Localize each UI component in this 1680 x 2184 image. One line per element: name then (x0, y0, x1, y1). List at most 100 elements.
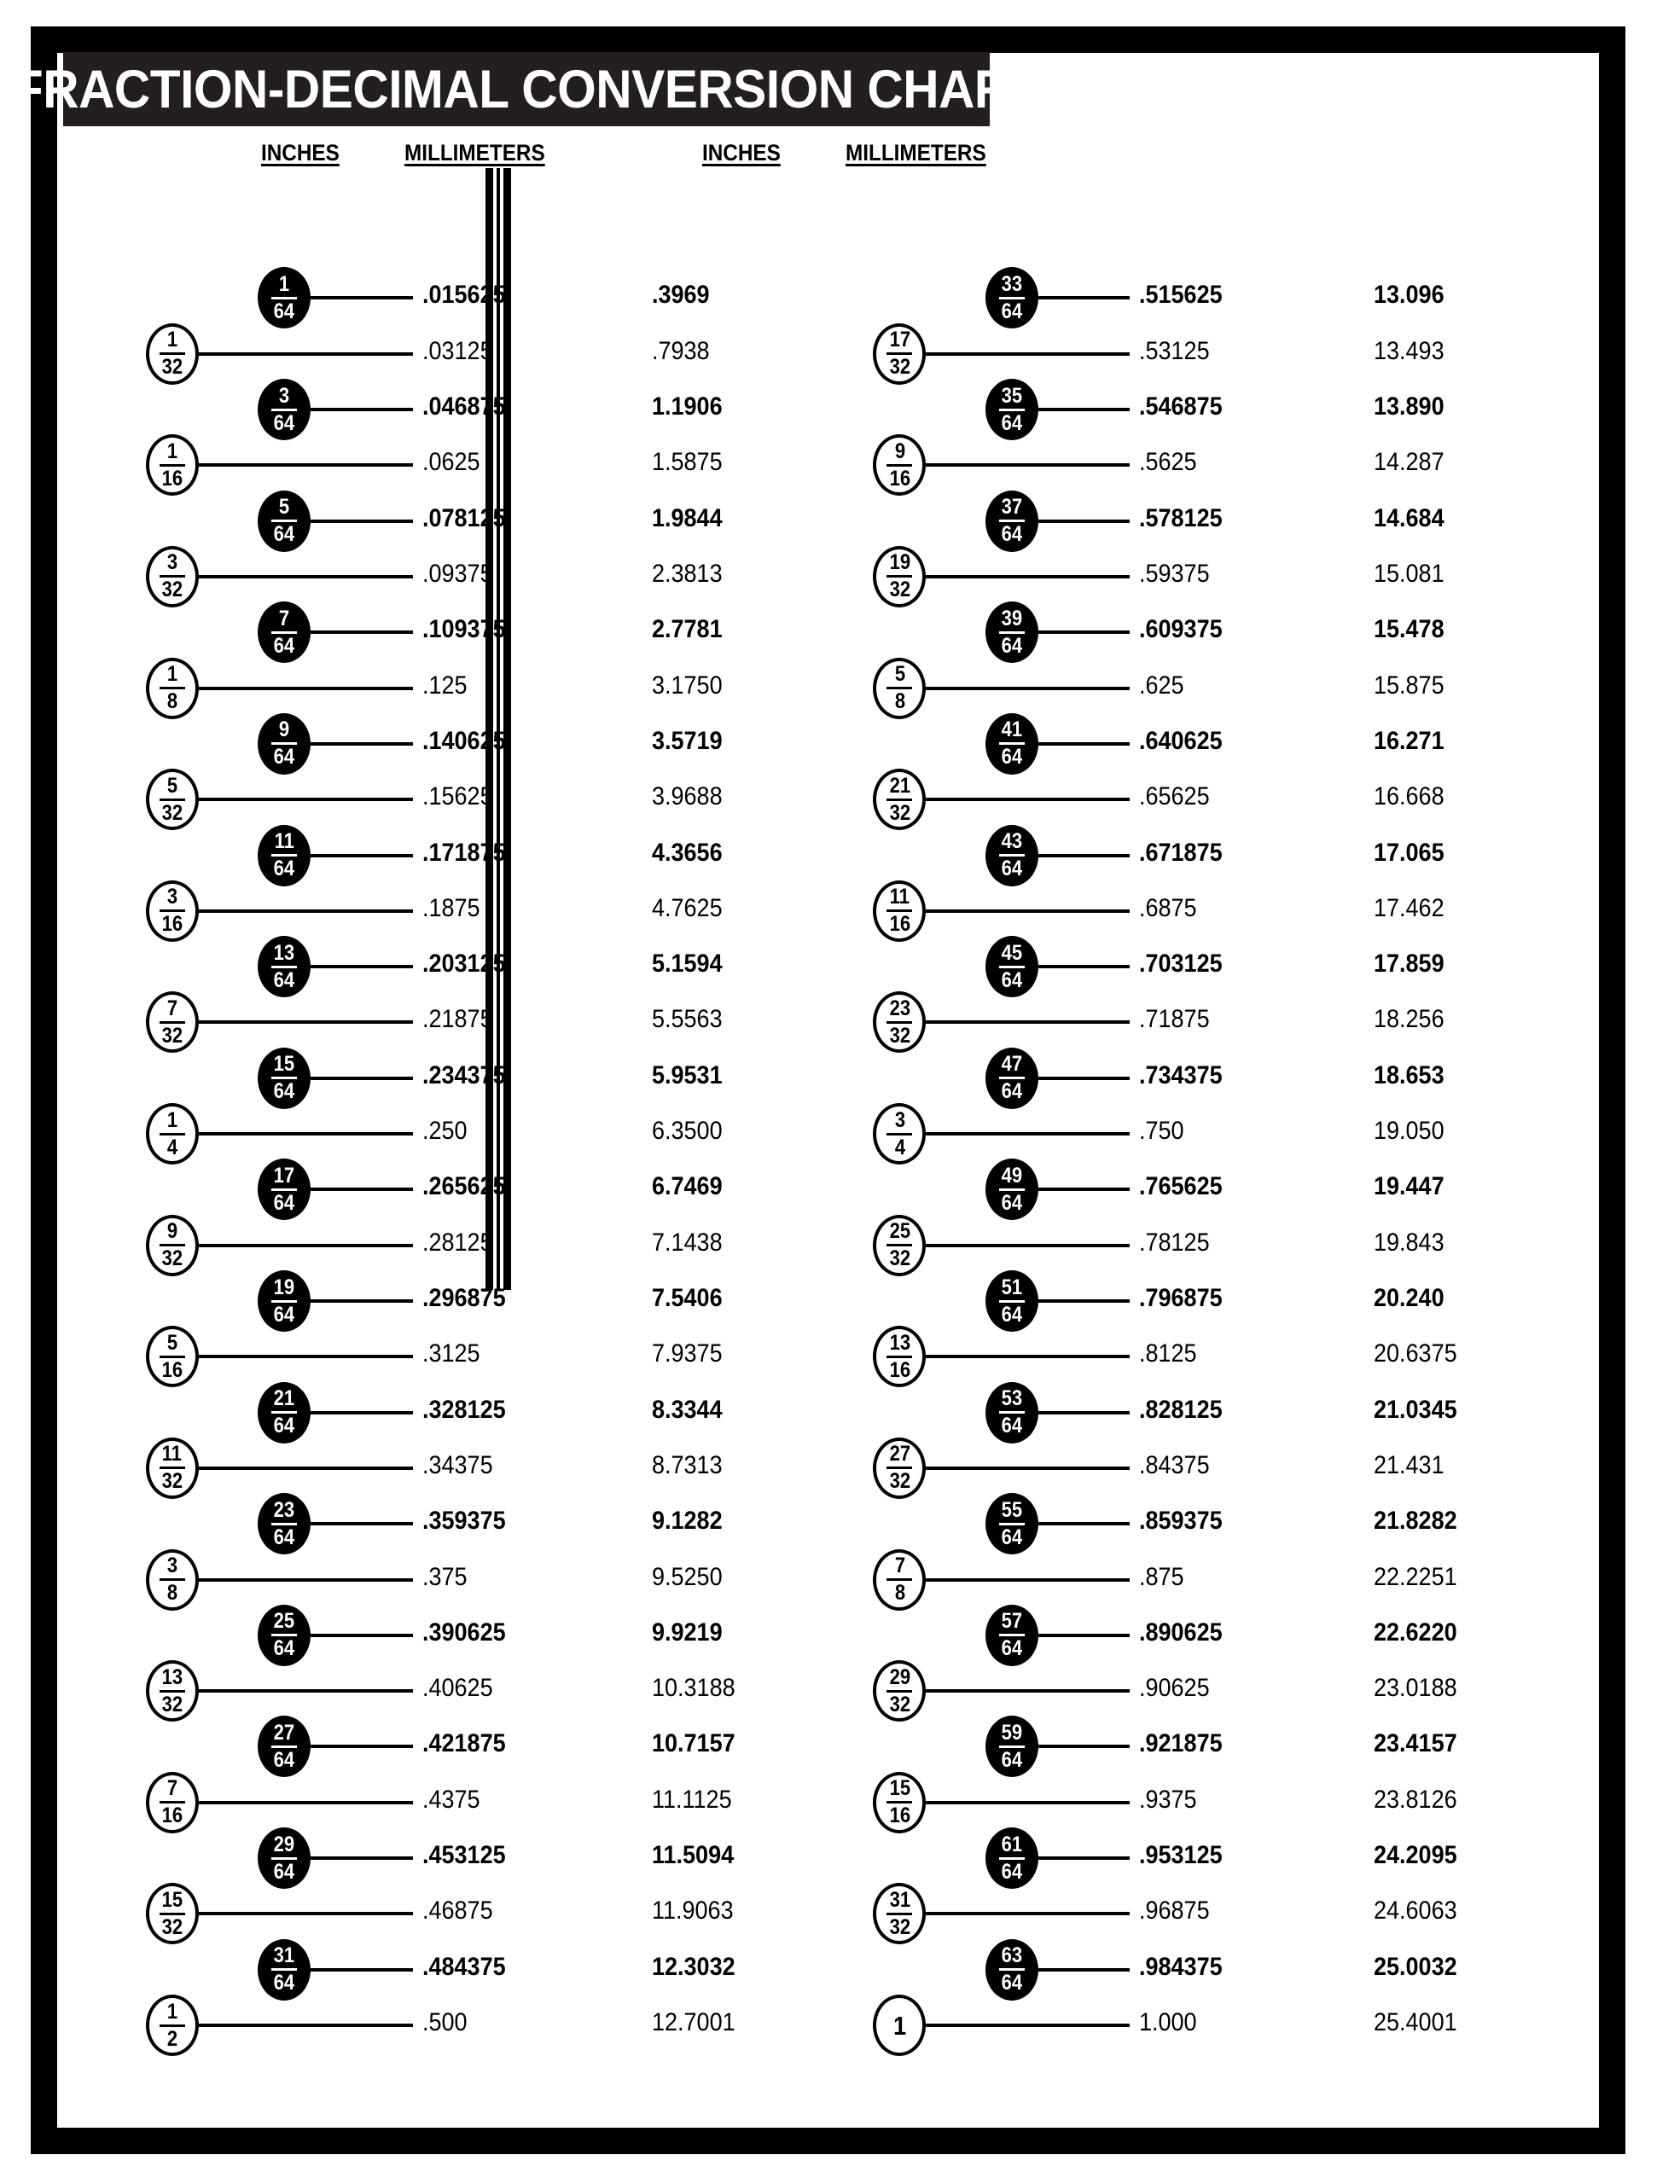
fraction-bubble-3-32[interactable]: 3 32 (145, 545, 199, 607)
fraction-bar (887, 798, 913, 801)
fraction-bubble-23-32[interactable]: 23 32 (873, 991, 927, 1054)
leader-line (926, 909, 1131, 913)
inches-value: .984375 (1139, 1952, 1224, 1981)
table-row: 33 64.515625 13.096 (0, 267, 1680, 329)
fraction-bubble-47-64[interactable]: 47 64 (985, 1047, 1039, 1109)
fraction-bubble-63-64[interactable]: 63 64 (985, 1938, 1039, 2001)
fraction-denominator: 64 (1001, 633, 1023, 658)
fraction-bubble-15-64[interactable]: 15 64 (258, 1047, 311, 1109)
fraction-bubble-1-32[interactable]: 1 32 (145, 322, 199, 385)
fraction-bubble-1[interactable]: 1 (873, 1995, 927, 2056)
fraction-bubble-43-64[interactable]: 43 64 (985, 824, 1039, 886)
fraction-bubble-37-64[interactable]: 37 64 (985, 490, 1039, 552)
fraction-denominator: 64 (1001, 745, 1023, 770)
fraction-bubble-5-32[interactable]: 5 32 (145, 769, 199, 831)
fraction-bubble-17-32[interactable]: 17 32 (873, 322, 927, 385)
millimeters-value: 3.9688 (651, 782, 723, 811)
fraction-bubble-3-64[interactable]: 3 64 (258, 379, 311, 441)
fraction-bar (887, 1020, 913, 1024)
millimeters-value: 19.447 (1373, 1172, 1445, 1201)
fraction-bar (999, 965, 1026, 968)
inches-value: .109375 (422, 615, 507, 644)
fraction-bubble-41-64[interactable]: 41 64 (985, 712, 1039, 775)
millimeters-value: 6.3500 (651, 1117, 723, 1146)
millimeters-value: 13.096 (1373, 281, 1445, 310)
inches-value: .453125 (422, 1841, 507, 1870)
fraction-bubble-55-64[interactable]: 55 64 (985, 1493, 1039, 1555)
fraction-bubble-7-32[interactable]: 7 32 (145, 991, 199, 1054)
fraction-numerator: 25 (889, 1219, 910, 1244)
inches-value: .640625 (1139, 726, 1224, 755)
fraction-bubble-17-64[interactable]: 17 64 (258, 1159, 311, 1221)
fraction-bubble-51-64[interactable]: 51 64 (985, 1270, 1039, 1332)
inches-value: .015625 (422, 281, 507, 310)
fraction-bubble-35-64[interactable]: 35 64 (985, 379, 1039, 441)
inches-value: .500 (422, 2007, 468, 2036)
fraction-bar (159, 575, 185, 578)
fraction-bubble-11-64[interactable]: 11 64 (258, 824, 311, 886)
fraction-bubble-3-16[interactable]: 3 16 (145, 880, 199, 942)
fraction-bubble-21-64[interactable]: 21 64 (258, 1381, 311, 1443)
fraction-bubble-59-64[interactable]: 59 64 (985, 1716, 1039, 1778)
fraction-bubble-29-32[interactable]: 29 32 (873, 1660, 927, 1722)
fraction-bubble-33-64[interactable]: 33 64 (985, 267, 1039, 329)
leader-line (1038, 630, 1131, 635)
fraction-bubble-7-16[interactable]: 7 16 (145, 1771, 199, 1833)
leader-line (1038, 1076, 1131, 1080)
fraction-bubble-31-64[interactable]: 31 64 (258, 1938, 311, 2001)
fraction-bubble-9-16[interactable]: 9 16 (873, 434, 927, 497)
fraction-bar (887, 1912, 913, 1915)
leader-line (1038, 408, 1131, 412)
fraction-bubble-11-16[interactable]: 11 16 (873, 880, 927, 942)
fraction-numerator: 13 (161, 1664, 183, 1689)
millimeters-value: 6.7469 (651, 1172, 723, 1201)
millimeters-value: 18.256 (1373, 1005, 1445, 1034)
fraction-bubble-27-32[interactable]: 27 32 (873, 1437, 927, 1499)
fraction-bubble-25-64[interactable]: 25 64 (258, 1604, 311, 1666)
fraction-bubble-27-64[interactable]: 27 64 (258, 1716, 311, 1778)
fraction-bubble-45-64[interactable]: 45 64 (985, 936, 1039, 998)
fraction-bubble-21-32[interactable]: 21 32 (873, 769, 927, 831)
fraction-bubble-11-32[interactable]: 11 32 (145, 1437, 199, 1499)
fraction-bubble-7-64[interactable]: 7 64 (258, 601, 311, 664)
fraction-bubble-5-16[interactable]: 5 16 (145, 1326, 199, 1388)
fraction-bubble-57-64[interactable]: 57 64 (985, 1604, 1039, 1666)
fraction-bubble-9-64[interactable]: 9 64 (258, 712, 311, 775)
fraction-bubble-13-32[interactable]: 13 32 (145, 1660, 199, 1722)
fraction-numerator: 11 (274, 829, 294, 854)
fraction-bubble-25-32[interactable]: 25 32 (873, 1214, 927, 1276)
fraction-bubble-19-64[interactable]: 19 64 (258, 1270, 311, 1332)
fraction-bubble-5-64[interactable]: 5 64 (258, 490, 311, 552)
fraction-bubble-53-64[interactable]: 53 64 (985, 1381, 1039, 1443)
fraction-bubble-13-64[interactable]: 13 64 (258, 936, 311, 998)
fraction-bubble-15-16[interactable]: 15 16 (873, 1771, 927, 1833)
fraction-bubble-39-64[interactable]: 39 64 (985, 601, 1039, 664)
fraction-bubble-9-32[interactable]: 9 32 (145, 1214, 199, 1276)
fraction-bubble-23-64[interactable]: 23 64 (258, 1493, 311, 1555)
millimeters-value: 1.1906 (651, 392, 723, 421)
fraction-bubble-1-64[interactable]: 1 64 (258, 267, 311, 329)
fraction-denominator: 16 (161, 1357, 183, 1382)
leader-line (310, 1298, 414, 1303)
fraction-bubble-1-16[interactable]: 1 16 (145, 434, 199, 497)
fraction-bubble-13-16[interactable]: 13 16 (873, 1326, 927, 1388)
fraction-numerator: 61 (1001, 1832, 1023, 1856)
millimeters-value: 15.875 (1373, 671, 1445, 700)
fraction-bubble-49-64[interactable]: 49 64 (985, 1159, 1039, 1221)
fraction-bubble-31-32[interactable]: 31 32 (873, 1883, 927, 1945)
fraction-bar (271, 1745, 298, 1748)
fraction-bubble-15-32[interactable]: 15 32 (145, 1883, 199, 1945)
millimeters-value: 10.3188 (651, 1674, 735, 1703)
table-row: 19 32.59375 15.081 (0, 545, 1680, 607)
fraction-bubble-29-64[interactable]: 29 64 (258, 1827, 311, 1890)
fraction-bubble-19-32[interactable]: 19 32 (873, 545, 927, 607)
inches-value: .578125 (1139, 503, 1224, 532)
fraction-bubble-61-64[interactable]: 61 64 (985, 1827, 1039, 1890)
